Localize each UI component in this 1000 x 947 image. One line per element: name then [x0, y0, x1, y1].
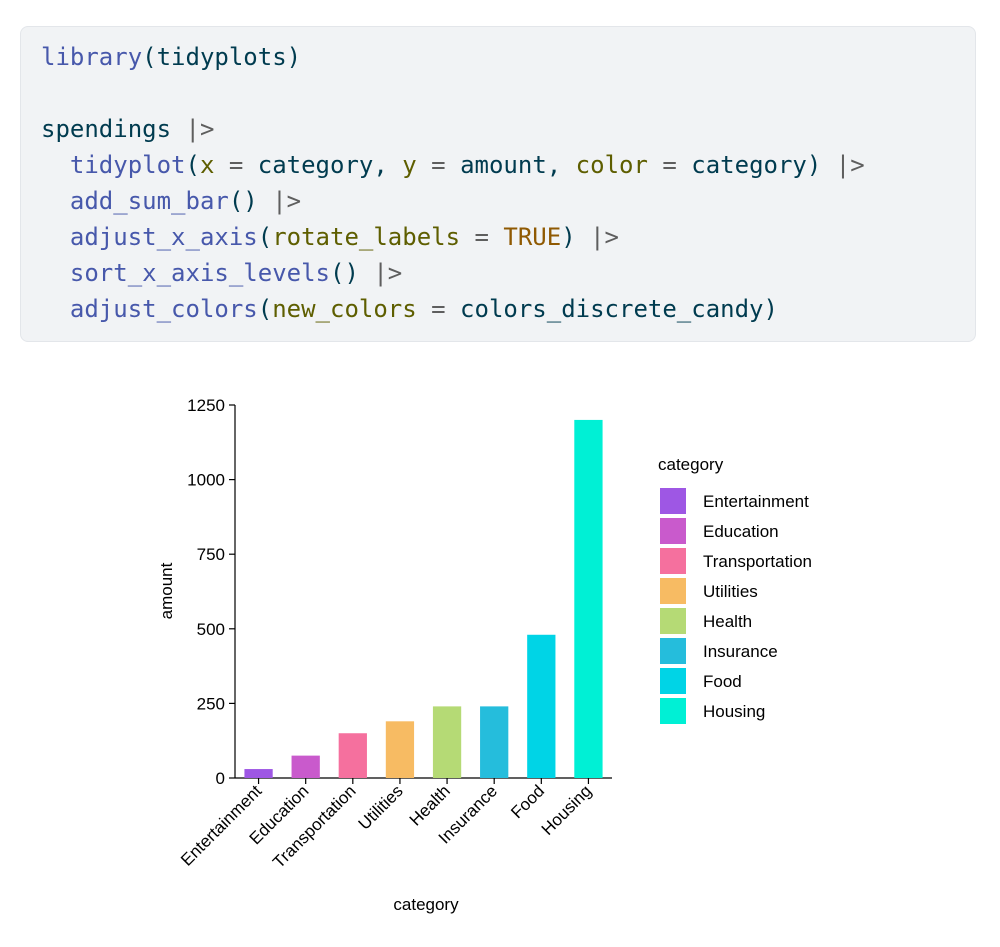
y-tick-label: 1000	[187, 471, 225, 490]
code-token: |>	[835, 151, 865, 179]
legend-swatch	[660, 608, 686, 634]
code-token: adjust_x_axis	[69, 223, 258, 251]
legend-label: Entertainment	[703, 492, 809, 511]
code-token: ()	[228, 187, 273, 215]
legend-swatch	[660, 638, 686, 664]
code-token: =	[431, 295, 446, 323]
y-tick-label: 250	[197, 694, 225, 713]
code-token: adjust_colors	[69, 295, 258, 323]
code-line: sort_x_axis_levels() |>	[41, 259, 402, 287]
code-block: library(tidyplots) spendings |> tidyplot(…	[20, 26, 976, 342]
code-token: rotate_labels	[272, 223, 461, 251]
legend-swatch	[660, 578, 686, 604]
legend-swatch	[660, 488, 686, 514]
code-token: colors_discrete_candy)	[445, 295, 778, 323]
code-token: TRUE	[503, 223, 562, 251]
y-axis: 0 250 500 750 1000 1250	[187, 396, 236, 788]
code-line: adjust_x_axis(rotate_labels = TRUE) |>	[41, 223, 619, 251]
legend-label: Education	[703, 522, 779, 541]
bar	[574, 419, 603, 778]
code-line: spendings |>	[41, 115, 214, 143]
code-token: |>	[373, 259, 403, 287]
code-token: (	[257, 223, 273, 251]
legend-label: Insurance	[703, 642, 778, 661]
code-token: =	[228, 151, 244, 179]
legend-label: Transportation	[703, 552, 812, 571]
legend-label: Housing	[703, 702, 765, 721]
legend-label: Food	[703, 672, 742, 691]
code-token: new_colors	[272, 295, 417, 323]
bar	[244, 769, 273, 778]
code-token: |>	[185, 115, 215, 143]
bar	[338, 733, 367, 778]
bar	[291, 755, 320, 778]
code-line: adjust_colors(new_colors = colors_discre…	[41, 295, 778, 323]
legend-swatch	[660, 668, 686, 694]
code-token: category)	[676, 151, 836, 179]
code-token: =	[431, 151, 446, 179]
code-token: =	[662, 151, 677, 179]
code-token: y	[402, 151, 417, 179]
y-tick-label: 0	[216, 769, 225, 788]
legend-swatch	[660, 548, 686, 574]
x-tick-label: Utilities	[355, 781, 407, 833]
x-axis-label: category	[393, 895, 459, 914]
code-token: =	[474, 223, 489, 251]
legend-swatch	[660, 518, 686, 544]
code-token: add_sum_bar	[69, 187, 229, 215]
y-tick-label: 750	[197, 545, 225, 564]
code-token: category,	[243, 151, 403, 179]
x-tick-label: Entertainment	[177, 781, 265, 869]
code-token: spendings	[41, 115, 186, 143]
y-axis-label: amount	[157, 562, 176, 619]
bar	[432, 706, 462, 778]
code-token: |>	[272, 187, 302, 215]
legend-title: category	[658, 455, 724, 474]
code-token: x	[199, 151, 215, 179]
bar	[480, 706, 509, 778]
x-axis: EntertainmentEducationTransportationUtil…	[177, 777, 612, 872]
code-token: amount,	[445, 151, 576, 179]
bar	[527, 634, 556, 778]
code-token: color	[575, 151, 648, 179]
x-tick-label: Housing	[538, 781, 596, 839]
legend-swatch	[660, 698, 686, 724]
code-line: add_sum_bar() |>	[41, 187, 301, 215]
code-token: tidyplot	[69, 151, 186, 179]
code-token: ()	[330, 259, 374, 287]
x-tick-label: Transportation	[269, 781, 359, 871]
bars	[244, 419, 603, 778]
legend-label: Utilities	[703, 582, 758, 601]
code-token: (	[257, 295, 273, 323]
legend-label: Health	[703, 612, 752, 631]
code-line: library(tidyplots)	[41, 43, 301, 71]
code-token: library	[41, 43, 143, 71]
y-tick-label: 1250	[187, 396, 225, 415]
x-tick-label: Food	[507, 781, 548, 822]
y-tick-label: 500	[197, 620, 225, 639]
code-token: sort_x_axis_levels	[69, 259, 330, 287]
bar	[385, 721, 415, 778]
legend: category Entertainment Education Transport…	[658, 455, 812, 724]
code-token: |>	[590, 223, 620, 251]
code-token: (tidyplots)	[142, 43, 302, 71]
code-token: )	[561, 223, 591, 251]
code-token: (	[185, 151, 200, 179]
code-line: tidyplot(x = category, y = amount, color…	[41, 151, 865, 179]
